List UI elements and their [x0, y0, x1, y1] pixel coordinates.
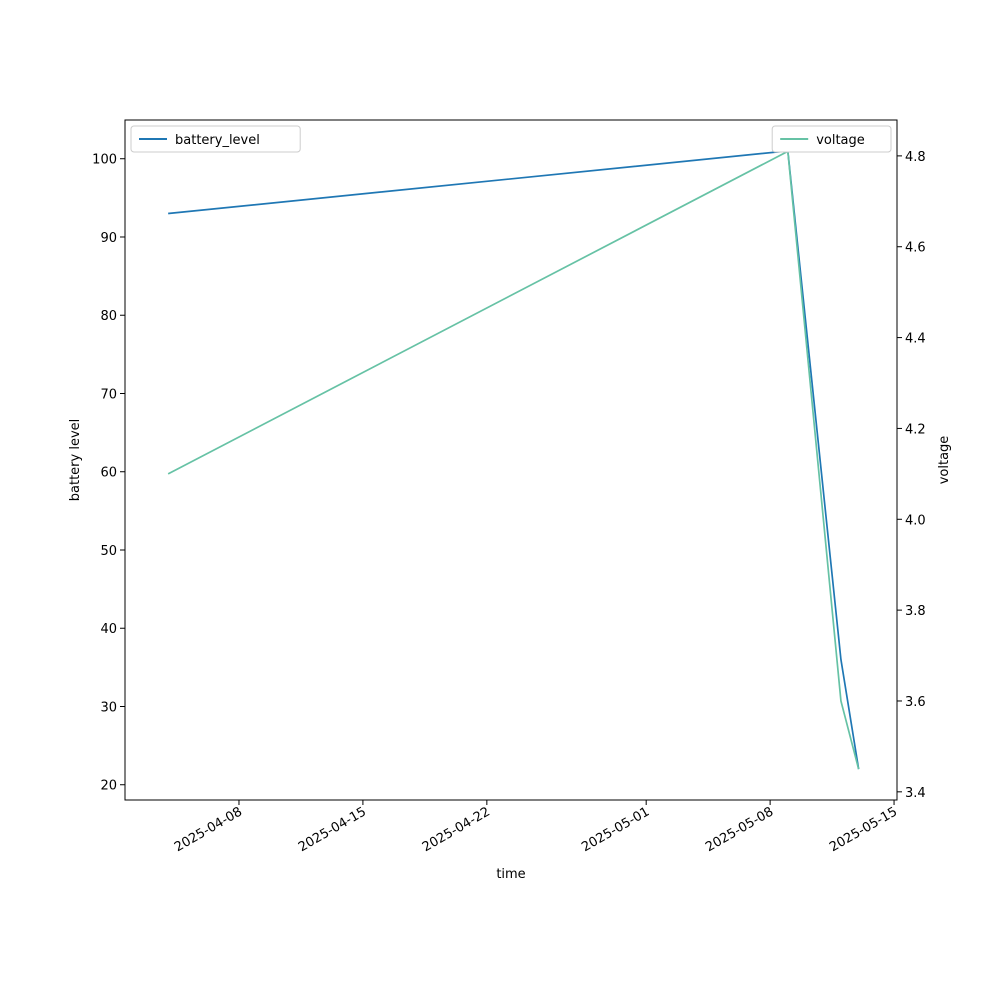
- y-tick-label: 20: [100, 779, 117, 794]
- plot-frame: [124, 119, 898, 801]
- legend-label: battery_level: [175, 133, 260, 148]
- y2-axis-label: voltage: [937, 436, 952, 485]
- y2-tick-label: 4.6: [905, 241, 926, 256]
- x-tick-label: 2025-04-15: [296, 804, 369, 855]
- y-tick-label: 100: [92, 153, 117, 168]
- y-tick-label: 30: [100, 700, 117, 715]
- line-series: [168, 149, 860, 770]
- y-tick-label: 90: [100, 231, 117, 246]
- x-tick-label: 2025-04-22: [420, 804, 493, 855]
- legend-box: [130, 125, 301, 153]
- y-tick-label: 60: [100, 466, 117, 481]
- line-series: [167, 150, 860, 770]
- y-tick-label: 40: [100, 622, 117, 637]
- y-axis-label: battery level: [68, 419, 83, 502]
- y-tick-label: 70: [100, 387, 117, 402]
- y2-tick-label: 3.6: [905, 695, 926, 710]
- x-tick-label: 2025-05-15: [827, 804, 900, 855]
- legend-box: [771, 125, 892, 153]
- y-tick-label: 50: [100, 544, 117, 559]
- y2-tick-label: 4.0: [905, 513, 926, 528]
- x-axis-label: time: [496, 867, 525, 882]
- x-tick-label: 2025-05-08: [703, 804, 776, 855]
- y-tick-label: 80: [100, 309, 117, 324]
- y2-tick-label: 4.8: [905, 150, 926, 165]
- y2-tick-label: 3.8: [905, 604, 926, 619]
- y2-tick-label: 3.4: [905, 786, 926, 801]
- legend-label: voltage: [816, 133, 865, 148]
- x-tick-label: 2025-04-08: [172, 804, 245, 855]
- y2-tick-label: 4.2: [905, 422, 926, 437]
- x-tick-label: 2025-05-01: [579, 804, 652, 855]
- y2-tick-label: 4.4: [905, 332, 926, 347]
